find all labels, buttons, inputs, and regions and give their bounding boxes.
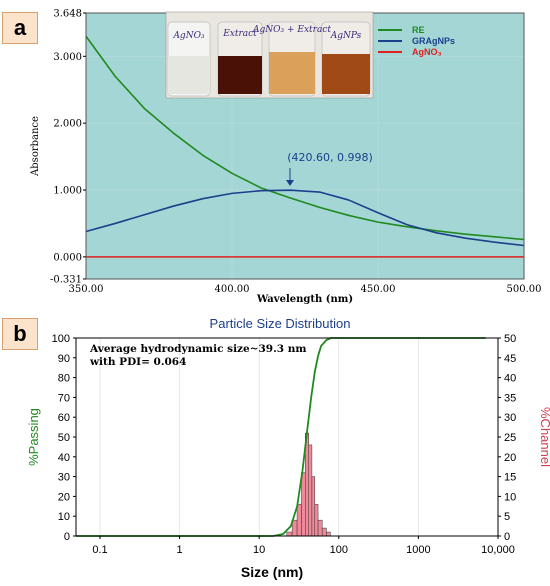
a-x-tick-label: 400.00 <box>215 284 250 295</box>
b-y-left-tick-label: 10 <box>58 511 70 523</box>
b-y-right-tick-label: 10 <box>504 491 516 503</box>
b-y-left-tick-label: 90 <box>58 353 70 365</box>
a-y-tick-label: 2.000 <box>53 119 82 130</box>
a-x-tick-label: 350.00 <box>69 284 104 295</box>
b-y-right-tick-label: 45 <box>504 353 516 365</box>
peak-annotation: (420.60, 0.998) <box>287 151 373 164</box>
b-y-right-tick-label: 50 <box>504 333 516 345</box>
b-x-tick-label: 1000 <box>406 544 430 556</box>
b-x-tick-label: 1 <box>177 544 183 556</box>
vial-label: AgNO₃ <box>172 31 205 41</box>
b-channel-bar <box>317 519 323 537</box>
b-channel-bar <box>311 476 316 537</box>
b-y-right-tick-label: 40 <box>504 373 516 385</box>
b-channel-bar <box>286 531 293 537</box>
b-y-right-tick-label: 15 <box>504 472 516 484</box>
b-channel-bar <box>296 504 302 537</box>
b-x-tick-label: 0.1 <box>92 544 107 556</box>
b-y-left-tick-label: 100 <box>52 333 70 345</box>
b-channel-bar <box>301 472 306 537</box>
peak-arrowhead <box>286 180 294 186</box>
b-y-right-tick-label: 20 <box>504 452 516 464</box>
b-y-left-tick-label: 80 <box>58 373 70 385</box>
b-channel-bar <box>326 531 331 537</box>
b-channel-bar <box>308 444 313 537</box>
panel-b-label: b <box>2 318 38 350</box>
a-legend-label: GRAgNPs <box>412 36 455 46</box>
b-title: Particle Size Distribution <box>210 316 351 331</box>
a-x-axis-label: Wavelength (nm) <box>256 294 353 305</box>
a-y-axis-label: Absorbance <box>30 116 41 177</box>
b-y-right-tick-label: 0 <box>504 531 510 543</box>
b-passing-line <box>76 337 486 537</box>
b-y-left-tick-label: 50 <box>58 432 70 444</box>
b-y-right-tick-label: 30 <box>504 412 516 424</box>
a-y-tick-label: -0.331 <box>50 275 82 286</box>
a-series-line <box>85 189 525 247</box>
b-y-axis-right-label: %Channel <box>538 407 550 467</box>
b-y-left-tick-label: 70 <box>58 392 70 404</box>
panel-a-label: a <box>2 12 38 44</box>
b-y-left-tick-label: 0 <box>64 531 70 543</box>
a-x-tick-label: 450.00 <box>361 284 396 295</box>
b-y-right-tick-label: 25 <box>504 432 516 444</box>
b-channel-bar <box>314 504 319 537</box>
uv-vis-chart: 3.648 3.000 2.000 1.000 0.000 -0.331 350.00 40… <box>30 9 542 306</box>
b-y-left-tick-label: 20 <box>58 491 70 503</box>
a-y-tick-label: 1.000 <box>53 186 82 197</box>
a-legend-label: AgNO₃ <box>412 47 442 57</box>
b-y-axis-left-label: %Passing <box>26 408 41 466</box>
a-y-tick-label: 3.000 <box>53 52 82 63</box>
b-y-right-tick-label: 5 <box>504 511 510 523</box>
b-x-axis-label: Size (nm) <box>241 564 303 580</box>
b-y-left-tick-label: 30 <box>58 472 70 484</box>
b-channel-bar <box>321 527 327 537</box>
vials-photo: AgNO₃ Extract AgNO₃ + Extract AgNPs <box>165 11 374 99</box>
b-y-right-tick-label: 35 <box>504 392 516 404</box>
vial-label: AgNPs <box>330 31 362 41</box>
vial-label: AgNO₃ + Extract <box>252 25 331 35</box>
a-y-tick-label: 3.648 <box>53 9 82 20</box>
b-y-left-tick-label: 60 <box>58 412 70 424</box>
b-annotation-line-1: Average hydrodynamic size~39.3 nm <box>89 343 306 355</box>
b-x-tick-label: 10 <box>253 544 265 556</box>
b-y-left-tick-label: 40 <box>58 452 70 464</box>
a-y-tick-label: 0.000 <box>53 252 82 263</box>
a-x-tick-label: 500.00 <box>507 284 542 295</box>
vial-label: Extract <box>222 29 257 39</box>
b-x-tick-label: 100 <box>330 544 348 556</box>
b-annotation-line-2: with PDI= 0.064 <box>89 356 186 368</box>
a-legend-label: RE <box>412 25 425 35</box>
b-x-tick-label: 10,000 <box>481 544 515 556</box>
a-series-line <box>85 35 525 241</box>
